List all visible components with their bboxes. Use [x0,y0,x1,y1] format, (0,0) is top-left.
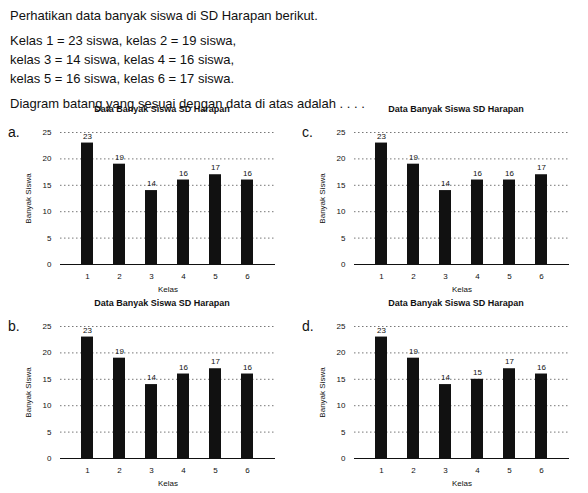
svg-text:Banyak Siswa: Banyak Siswa [318,367,327,418]
svg-text:20: 20 [43,348,52,357]
svg-text:4: 4 [181,272,186,281]
svg-text:16: 16 [537,363,546,372]
svg-text:15: 15 [337,181,346,190]
svg-text:20: 20 [337,348,346,357]
svg-text:16: 16 [473,169,482,178]
svg-text:4: 4 [181,466,186,475]
svg-text:2: 2 [117,466,122,475]
svg-text:Kelas: Kelas [452,479,472,488]
svg-text:6: 6 [245,466,250,475]
svg-text:15: 15 [43,181,52,190]
svg-text:5: 5 [47,428,52,437]
svg-text:23: 23 [377,326,386,335]
svg-text:25: 25 [43,128,52,137]
svg-text:10: 10 [337,401,346,410]
svg-text:23: 23 [377,132,386,141]
html-text:kelas 3 = 14 siswa, kelas 4 =: kelas 3 = 14 siswa, kelas 4 = 16 siswa, [10,52,234,67]
svg-text:5: 5 [213,466,218,475]
svg-text:16: 16 [179,363,188,372]
svg-text:1: 1 [379,272,384,281]
html-text:Data Banyak Siswa SD Harapan: Data Banyak Siswa SD Harapan [94,104,230,114]
html-text:Data Banyak Siswa SD Harapan: Data Banyak Siswa SD Harapan [388,298,524,308]
svg-text:3: 3 [149,466,154,475]
svg-text:10: 10 [337,207,346,216]
svg-text:20: 20 [337,154,346,163]
svg-text:14: 14 [441,373,450,382]
svg-text:19: 19 [115,347,124,356]
svg-text:17: 17 [505,357,514,366]
svg-text:1: 1 [85,466,90,475]
svg-text:15: 15 [337,375,346,384]
svg-text:3: 3 [443,272,448,281]
html-text:c.: c. [302,124,313,140]
svg-text:10: 10 [43,207,52,216]
html-text:kelas 5 = 16 siswa, kelas 6 =: kelas 5 = 16 siswa, kelas 6 = 17 siswa. [10,71,234,86]
html-text:Kelas 1 = 23 siswa, kelas 2 =: Kelas 1 = 23 siswa, kelas 2 = 19 siswa, [10,33,237,48]
html-text:Data Banyak Siswa SD Harapan: Data Banyak Siswa SD Harapan [388,104,524,114]
svg-text:16: 16 [243,363,252,372]
svg-text:23: 23 [83,132,92,141]
svg-text:19: 19 [409,347,418,356]
svg-text:17: 17 [211,163,220,172]
svg-text:4: 4 [475,272,480,281]
html-text:Data Banyak Siswa SD Harapan: Data Banyak Siswa SD Harapan [94,298,230,308]
svg-text:5: 5 [341,428,346,437]
svg-text:5: 5 [507,272,512,281]
svg-text:16: 16 [179,169,188,178]
svg-text:0: 0 [341,260,346,269]
svg-text:4: 4 [475,466,480,475]
svg-text:Kelas: Kelas [158,285,178,294]
svg-text:16: 16 [243,169,252,178]
svg-text:19: 19 [115,153,124,162]
svg-text:17: 17 [537,163,546,172]
svg-text:Kelas: Kelas [158,479,178,488]
html-text:Diagram batang yang sesuai den: Diagram batang yang sesuai dengan data d… [10,96,365,111]
svg-text:14: 14 [441,179,450,188]
svg-text:3: 3 [443,466,448,475]
svg-text:14: 14 [147,373,156,382]
svg-text:14: 14 [147,179,156,188]
svg-text:Banyak Siswa: Banyak Siswa [24,367,33,418]
svg-text:Banyak Siswa: Banyak Siswa [24,173,33,224]
svg-text:19: 19 [409,153,418,162]
svg-text:6: 6 [539,272,544,281]
svg-text:5: 5 [341,234,346,243]
svg-text:25: 25 [337,322,346,331]
svg-text:1: 1 [379,466,384,475]
svg-text:10: 10 [43,401,52,410]
svg-text:0: 0 [341,454,346,463]
svg-text:2: 2 [411,272,416,281]
svg-text:2: 2 [117,272,122,281]
svg-text:5: 5 [213,272,218,281]
svg-text:5: 5 [47,234,52,243]
svg-text:6: 6 [539,466,544,475]
svg-text:1: 1 [85,272,90,281]
svg-text:Kelas: Kelas [452,285,472,294]
svg-text:5: 5 [507,466,512,475]
html-text:d.: d. [302,318,314,334]
svg-text:0: 0 [47,454,52,463]
svg-text:17: 17 [211,357,220,366]
svg-text:20: 20 [43,154,52,163]
svg-text:15: 15 [43,375,52,384]
svg-text:0: 0 [47,260,52,269]
svg-text:Banyak Siswa: Banyak Siswa [318,173,327,224]
svg-text:16: 16 [505,169,514,178]
html-text:a.: a. [8,124,20,140]
svg-text:25: 25 [337,128,346,137]
svg-text:2: 2 [411,466,416,475]
svg-text:25: 25 [43,322,52,331]
svg-text:23: 23 [83,326,92,335]
html-text:b.: b. [8,318,20,334]
svg-text:6: 6 [245,272,250,281]
svg-text:3: 3 [149,272,154,281]
html-text:Perhatikan data banyak siswa d: Perhatikan data banyak siswa di SD Harap… [10,8,318,23]
svg-text:15: 15 [473,368,482,377]
